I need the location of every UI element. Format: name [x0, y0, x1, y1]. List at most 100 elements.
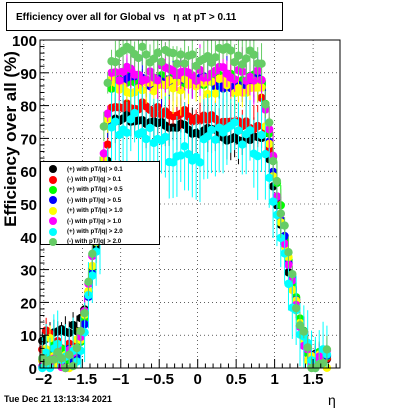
- legend-entry: (-) with pT/|q| > 0.5: [41, 195, 159, 205]
- data-point: [103, 105, 112, 122]
- marker: [99, 122, 109, 131]
- marker: [276, 233, 285, 243]
- data-point: [191, 114, 201, 200]
- marker: [257, 130, 266, 140]
- data-point: [176, 128, 185, 182]
- marker: [211, 89, 220, 98]
- marker: [168, 48, 178, 58]
- legend-marker-icon: [49, 165, 57, 174]
- data-point: [288, 265, 297, 283]
- marker: [168, 158, 178, 167]
- marker: [265, 173, 274, 183]
- marker: [149, 54, 159, 64]
- data-points: [38, 40, 332, 373]
- legend-entry: (-) with pT/|q| > 0.1: [41, 174, 159, 184]
- data-point: [249, 40, 259, 79]
- legend-marker-icon: [49, 237, 57, 246]
- data-point: [157, 40, 166, 84]
- data-point: [211, 102, 220, 177]
- marker: [238, 140, 247, 149]
- marker: [68, 361, 78, 371]
- datestamp: Tue Dec 21 13:13:34 2021: [4, 394, 112, 404]
- marker: [265, 118, 274, 127]
- marker: [226, 46, 235, 55]
- y-tick-label: 40: [20, 230, 37, 247]
- legend-entry: (+) with pT/|q| > 1.0: [41, 206, 159, 216]
- marker: [257, 59, 266, 68]
- data-point: [184, 117, 193, 191]
- data-point: [203, 40, 212, 79]
- legend-marker-icon: [49, 185, 57, 194]
- marker: [176, 151, 185, 160]
- data-point: [168, 126, 178, 199]
- marker: [141, 50, 151, 59]
- marker: [49, 355, 59, 364]
- marker: [172, 59, 182, 68]
- data-point: [122, 101, 132, 164]
- legend-entry: (+) with pT/|q| > 2.0: [41, 226, 159, 236]
- marker: [53, 347, 62, 357]
- data-point: [80, 305, 89, 321]
- y-tick-label: 70: [20, 131, 37, 148]
- marker: [207, 125, 216, 135]
- marker: [230, 57, 239, 67]
- marker: [76, 326, 85, 336]
- x-tick-label: 1.5: [303, 371, 324, 388]
- data-point: [99, 111, 109, 142]
- data-point: [234, 102, 243, 159]
- data-point: [291, 300, 301, 316]
- x-tick-label: 0.5: [226, 371, 247, 388]
- marker: [280, 221, 289, 230]
- marker: [103, 140, 112, 149]
- marker: [111, 57, 120, 67]
- data-point: [126, 87, 135, 152]
- marker: [99, 149, 109, 158]
- data-point: [180, 40, 189, 88]
- data-point: [268, 141, 278, 181]
- marker: [65, 350, 74, 359]
- marker: [80, 308, 89, 318]
- marker: [188, 50, 197, 59]
- marker: [195, 158, 205, 167]
- data-point: [172, 46, 182, 82]
- x-axis-label: η: [328, 392, 336, 408]
- marker: [88, 271, 97, 280]
- legend-marker-icon: [49, 217, 57, 226]
- data-point: [111, 40, 120, 84]
- axes: −2 −1.5 −1 −0.5 0 0.5 1 1.5 0 10 20 30 40 50 60 70 80 90 1…: [12, 33, 337, 388]
- data-point: [253, 112, 262, 201]
- y-tick-label: 80: [20, 99, 37, 116]
- data-point: [265, 147, 274, 208]
- x-tick-label: −2: [35, 371, 52, 388]
- y-tick-label: 100: [12, 33, 37, 50]
- x-tick-label: −1: [112, 371, 129, 388]
- marker: [134, 53, 143, 63]
- marker: [103, 109, 112, 118]
- marker: [184, 150, 193, 159]
- legend: (+) with pT/|q| > 0.1 (-) with pT/|q| > …: [40, 161, 160, 246]
- x-tick-label: −0.5: [144, 371, 174, 388]
- marker: [168, 84, 178, 93]
- legend-marker-icon: [49, 175, 57, 184]
- marker: [145, 123, 155, 133]
- x-tick-label: −1.5: [67, 371, 97, 388]
- marker: [284, 279, 293, 289]
- marker: [203, 89, 212, 99]
- data-point: [257, 98, 266, 173]
- legend-label: (+) with pT/|q| > 1.0: [67, 207, 123, 215]
- marker: [115, 76, 124, 85]
- data-point: [265, 105, 274, 140]
- data-point: [257, 43, 266, 85]
- y-tick-label: 10: [20, 328, 37, 345]
- data-point: [203, 94, 212, 179]
- chart-title: Efficiency over all for Global vs η at p…: [6, 2, 283, 31]
- legend-label: (+) with pT/|q| > 0.1: [67, 165, 123, 173]
- legend-marker-icon: [49, 206, 57, 215]
- y-axis-label: Efficiency over all (%): [1, 51, 20, 227]
- legend-label: (-) with pT/|q| > 0.1: [67, 176, 122, 184]
- data-point: [284, 236, 293, 269]
- marker: [180, 142, 189, 151]
- data-point: [103, 72, 112, 94]
- marker: [318, 358, 328, 368]
- marker: [284, 248, 293, 257]
